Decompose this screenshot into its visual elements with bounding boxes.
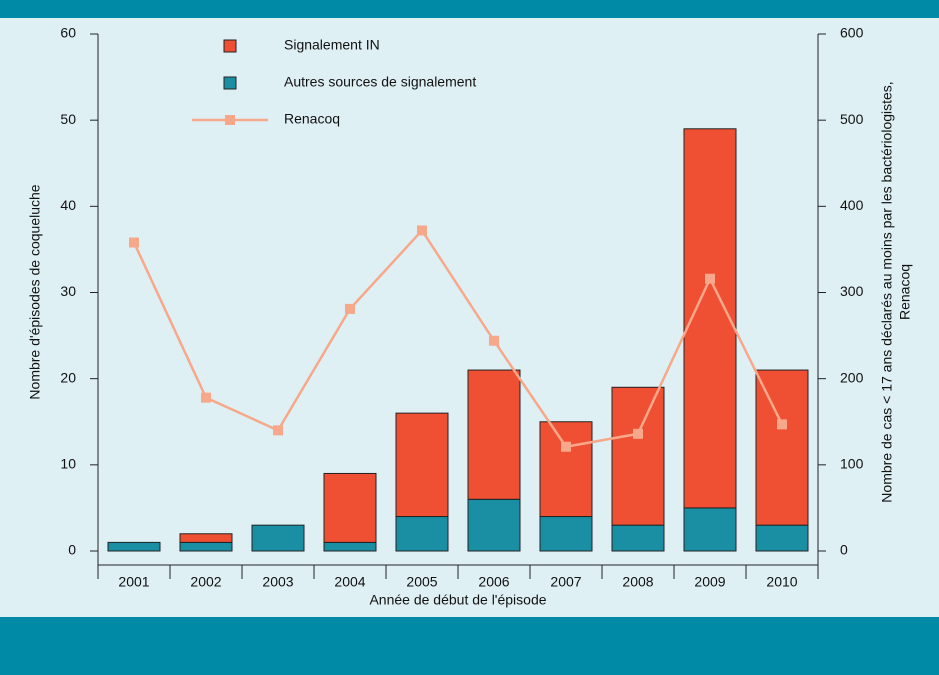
line-marker bbox=[489, 335, 499, 346]
x-tick-label: 2001 bbox=[118, 574, 149, 590]
x-axis-label: Année de début de l'épisode bbox=[369, 592, 546, 608]
bar bbox=[323, 472, 377, 543]
legend-swatch bbox=[223, 76, 237, 90]
bar bbox=[107, 541, 161, 552]
legend-label: Autres sources de signalement bbox=[284, 74, 476, 90]
line-marker bbox=[705, 273, 715, 284]
y2-tick-label: 100 bbox=[840, 456, 864, 472]
bar bbox=[611, 524, 665, 552]
y-tick-label: 30 bbox=[60, 283, 76, 299]
x-tick-label: 2009 bbox=[694, 574, 725, 590]
y-tick-label: 0 bbox=[68, 542, 76, 558]
x-tick-label: 2002 bbox=[190, 574, 221, 590]
line-marker bbox=[273, 425, 283, 436]
y-axis-label: Nombre d'épisodes de coqueluche bbox=[27, 184, 43, 399]
bar bbox=[323, 541, 377, 552]
bar bbox=[467, 498, 521, 552]
bar bbox=[755, 369, 809, 526]
y2-tick-label: 500 bbox=[840, 111, 864, 127]
y2-axis-label: Nombre de cas < 17 ans déclarés au moins… bbox=[879, 81, 895, 502]
y-tick-label: 50 bbox=[60, 111, 76, 127]
x-tick-label: 2010 bbox=[766, 574, 797, 590]
line-marker bbox=[561, 441, 571, 452]
y-tick-label: 40 bbox=[60, 197, 76, 213]
y-tick-label: 60 bbox=[60, 25, 76, 41]
line-marker bbox=[201, 392, 211, 403]
y2-tick-label: 300 bbox=[840, 283, 864, 299]
y2-tick-label: 600 bbox=[840, 25, 864, 41]
legend-swatch bbox=[223, 39, 237, 53]
bar bbox=[467, 369, 521, 500]
bottom-band bbox=[0, 617, 939, 675]
x-tick-label: 2004 bbox=[334, 574, 365, 590]
y2-axis-label: Renacoq bbox=[897, 264, 913, 320]
legend-marker bbox=[225, 115, 235, 125]
y2-tick-label: 0 bbox=[840, 542, 848, 558]
line bbox=[132, 228, 784, 449]
y-tick-label: 10 bbox=[60, 456, 76, 472]
y2-tick-label: 200 bbox=[840, 369, 864, 385]
legend-label: Signalement IN bbox=[284, 37, 380, 53]
line-marker bbox=[417, 225, 427, 236]
bar bbox=[539, 421, 593, 518]
x-tick-label: 2003 bbox=[262, 574, 293, 590]
x-tick-label: 2005 bbox=[406, 574, 437, 590]
bar bbox=[251, 524, 305, 552]
x-tick-label: 2006 bbox=[478, 574, 509, 590]
bar bbox=[539, 516, 593, 552]
bar bbox=[395, 412, 449, 518]
x-tick-label: 2008 bbox=[622, 574, 653, 590]
bar bbox=[611, 386, 665, 526]
x-tick-label: 2007 bbox=[550, 574, 581, 590]
legend-label: Renacoq bbox=[284, 111, 340, 127]
line-marker bbox=[345, 303, 355, 314]
bar bbox=[395, 516, 449, 552]
y-tick-label: 20 bbox=[60, 369, 76, 385]
bar bbox=[755, 524, 809, 552]
bar bbox=[179, 541, 233, 552]
line-marker bbox=[633, 428, 643, 439]
line-marker bbox=[129, 237, 139, 248]
top-band bbox=[0, 0, 939, 18]
y2-tick-label: 400 bbox=[840, 197, 864, 213]
bar bbox=[179, 533, 233, 543]
line-marker bbox=[777, 419, 787, 430]
bar bbox=[683, 507, 737, 552]
